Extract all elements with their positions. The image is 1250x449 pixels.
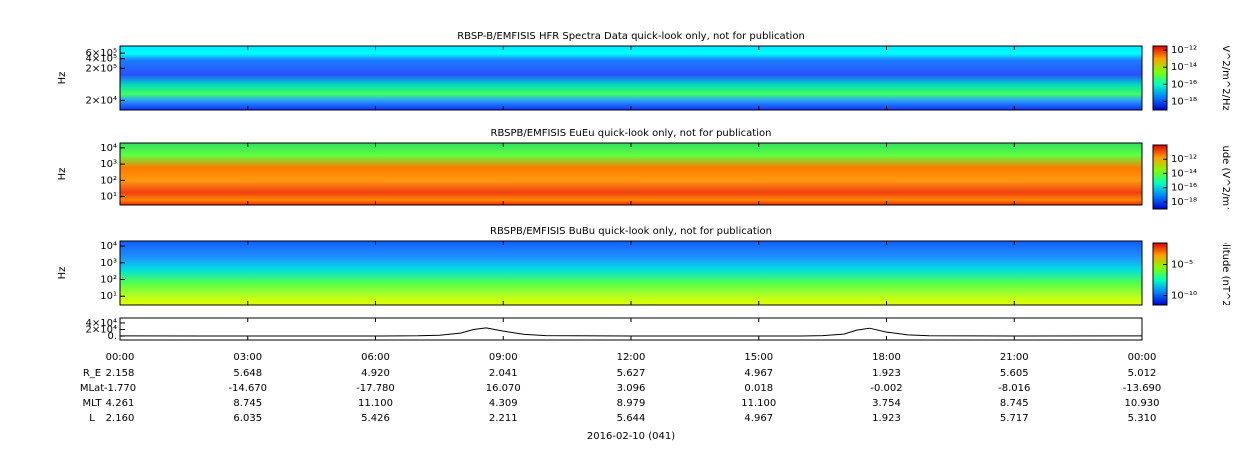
ephemeris-value: 5.644 [617,413,646,424]
ephemeris-label: MLT [83,398,103,409]
ephemeris-value: 16.070 [486,383,521,394]
colorbar-label-group: V^2/m^2/Hz [1220,45,1231,111]
y-tick-label: 2×10⁴ [86,324,117,335]
colorbar [1152,144,1168,210]
x-tick-label: 15:00 [744,352,773,363]
data-line [119,327,1143,337]
colorbar-tick-label: 10⁻¹⁴ [1171,168,1197,179]
spectrogram-image [120,46,1142,110]
ephemeris-value: 2.041 [489,368,518,379]
x-tick-label: 03:00 [233,352,262,363]
ephemeris-value: 5.605 [1000,368,1029,379]
y-tick-label: 4×10⁴ [86,318,117,329]
y-tick-label: 10¹ [100,192,117,203]
colorbar-tick-label: 10⁻¹⁰ [1171,291,1197,302]
colorbar-tick-label: 10⁻¹⁴ [1171,62,1197,73]
ephemeris-value: -17.780 [356,383,395,394]
ephemeris-label: MLat [80,383,104,394]
ephemeris-value: 8.745 [233,398,262,409]
ephemeris-value: -1.770 [104,383,136,394]
ephemeris-value: 4.261 [106,398,135,409]
ephemeris-value: -0.002 [870,383,902,394]
colorbar-tick-label: 10⁻⁵ [1171,260,1193,271]
ephemeris-value: 2.211 [489,413,518,424]
colorbar-label-group: Amplitude (V^2/m^2/Hz) [1220,113,1231,241]
ephemeris-label: L [89,413,95,424]
ephemeris-value: 0.018 [744,383,773,394]
ephemeris-value: 4.309 [489,398,518,409]
colorbar-tick-label: 10⁻¹⁶ [1171,79,1197,90]
ephemeris-value: -13.690 [1123,383,1162,394]
colorbar-tick-label: 10⁻¹² [1171,45,1197,56]
ephemeris-value: 8.745 [1000,398,1029,409]
ephemeris-value: 1.923 [872,413,901,424]
ephemeris-value: 5.426 [361,413,390,424]
x-tick-label: 00:00 [106,352,135,363]
y-axis-label: Hz [57,72,68,85]
colorbar-label: Amplitude (nT^2/Hz) [1220,221,1231,327]
ephemeris-value: 10.930 [1125,398,1160,409]
colorbar-label-group: Amplitude (nT^2/Hz) [1220,221,1231,327]
y-tick-label: 10² [100,175,117,186]
ephemeris-label: R_E [83,368,101,379]
x-tick-label: 00:00 [1128,352,1157,363]
y-tick-label: 10¹ [100,291,117,302]
y-tick-label: 0. [107,331,117,342]
spectrogram-image [120,143,1142,205]
y-tick-label: 2×10⁵ [86,63,117,74]
ephemeris-value: 3.096 [617,383,646,394]
ephemeris-value: 2.158 [106,368,135,379]
x-tick-label: 18:00 [872,352,901,363]
ephemeris-value: 5.012 [1128,368,1157,379]
y-axis-label: Hz [57,267,68,280]
x-tick-label: 06:00 [361,352,390,363]
y-tick-label: 10² [100,275,117,286]
x-tick-label: 09:00 [489,352,518,363]
spectrogram-image [120,241,1142,305]
ephemeris-value: 4.967 [744,368,773,379]
ephemeris-value: 11.100 [358,398,393,409]
ephemeris-value: -8.016 [998,383,1030,394]
colorbar-label: Amplitude (V^2/m^2/Hz) [1220,113,1231,241]
y-tick-label: 4×10⁵ [86,54,117,65]
ephemeris-value: 5.717 [1000,413,1029,424]
y-tick-label: 10⁴ [100,143,117,154]
ephemeris-value: 11.100 [741,398,776,409]
ephemeris-value: 2.160 [106,413,135,424]
colorbar-tick-label: 10⁻¹⁸ [1171,96,1197,107]
ephemeris-value: 4.967 [744,413,773,424]
colorbar-tick-label: 10⁻¹⁶ [1171,183,1197,194]
ephemeris-value: 5.310 [1128,413,1157,424]
colorbar-tick-label: 10⁻¹⁸ [1171,197,1197,208]
y-tick-label: 10³ [100,258,117,269]
x-tick-label: 21:00 [1000,352,1029,363]
colorbar-tick-label: 10⁻¹² [1171,154,1197,165]
y-tick-label: 6×10⁵ [86,48,117,59]
ephemeris-value: 5.648 [233,368,262,379]
x-axis-label: 2016-02-10 (041) [587,431,675,442]
ephemeris-value: 1.923 [872,368,901,379]
panel-title: RBSP-B/EMFISIS HFR Spectra Data quick-lo… [457,31,805,42]
y-tick-label: 2×10⁴ [86,95,117,106]
ephemeris-value: 8.979 [617,398,646,409]
y-axis-label: Hz [57,168,68,181]
y-tick-label: 10⁴ [100,241,117,252]
ephemeris-value: -14.670 [228,383,267,394]
y-tick-label: 10³ [100,159,117,170]
colorbar [1152,242,1168,306]
ephemeris-value: 4.920 [361,368,390,379]
ephemeris-value: 6.035 [233,413,262,424]
panel-title: RBSPB/EMFISIS BuBu quick-look only, not … [490,226,772,237]
x-tick-label: 12:00 [617,352,646,363]
colorbar-label: V^2/m^2/Hz [1220,45,1231,111]
ephemeris-value: 5.627 [617,368,646,379]
colorbar [1152,45,1168,111]
ephemeris-value: 3.754 [872,398,901,409]
panel-title: RBSPB/EMFISIS EuEu quick-look only, not … [491,128,772,139]
